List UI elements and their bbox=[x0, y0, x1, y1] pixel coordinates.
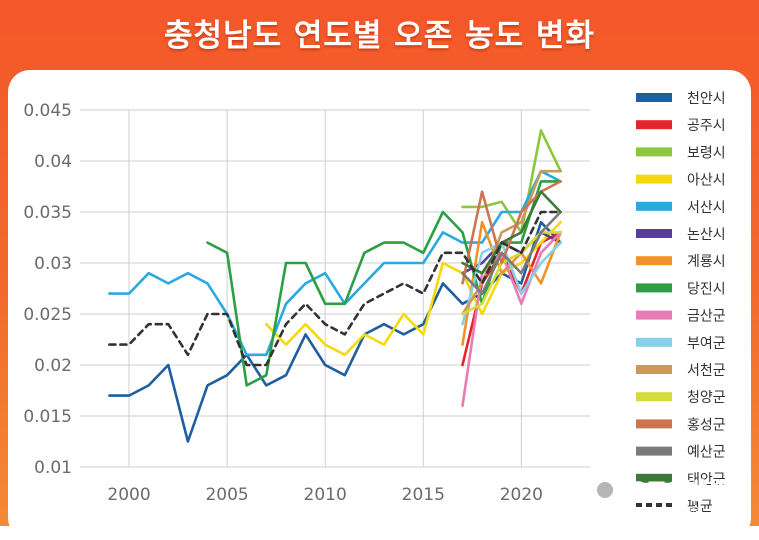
series-line-8 bbox=[461, 231, 562, 408]
legend-label: 논산시 bbox=[687, 227, 726, 243]
legend-swatch bbox=[636, 256, 672, 266]
y-tick-label: 0.04 bbox=[34, 152, 72, 172]
series-line-11 bbox=[461, 231, 562, 316]
legend-swatch bbox=[636, 473, 672, 483]
legend-label: 천안시 bbox=[687, 91, 726, 107]
y-tick-label: 0.035 bbox=[23, 203, 72, 223]
series-line-4 bbox=[108, 169, 562, 357]
x-tick-label: 2015 bbox=[402, 485, 445, 505]
legend-label: 부여군 bbox=[687, 336, 726, 352]
legend: 천안시공주시보령시아산시서산시논산시계룡시당진시금산군부여군서천군청양군홍성군예… bbox=[636, 91, 726, 515]
legend-label: 서천군 bbox=[687, 363, 726, 379]
legend-swatch bbox=[636, 283, 672, 293]
x-axis-ticks: 2000 2005 2010 2015 2020 bbox=[107, 485, 543, 505]
legend-label: 계룡시 bbox=[687, 254, 726, 270]
legend-swatch bbox=[636, 201, 672, 211]
series-lines bbox=[108, 129, 562, 443]
y-tick-label: 0.03 bbox=[34, 254, 72, 274]
series-line-14 bbox=[461, 190, 562, 275]
y-tick-label: 0.025 bbox=[23, 305, 72, 325]
y-tick-label: 0.01 bbox=[34, 458, 72, 478]
legend-swatch bbox=[636, 93, 672, 102]
legend-label: 금산군 bbox=[687, 309, 726, 325]
legend-label: 당진시 bbox=[687, 281, 726, 297]
legend-swatch bbox=[636, 337, 672, 347]
y-tick-label: 0.045 bbox=[23, 101, 72, 121]
series-line-13 bbox=[461, 210, 562, 295]
x-tick-label: 2020 bbox=[500, 485, 543, 505]
grid-lines bbox=[80, 109, 590, 468]
legend-label: 예산군 bbox=[687, 445, 726, 461]
legend-swatch bbox=[636, 174, 672, 184]
legend-swatch bbox=[636, 120, 672, 130]
legend-swatch bbox=[636, 419, 672, 429]
chart-title: 충청남도 연도별 오존 농도 변화 bbox=[164, 18, 595, 54]
legend-label: 청양군 bbox=[687, 390, 726, 406]
series-line-9 bbox=[461, 241, 562, 326]
legend-label: 보령시 bbox=[687, 145, 726, 161]
legend-label: 아산시 bbox=[687, 173, 726, 189]
x-tick-label: 2005 bbox=[205, 485, 248, 505]
ozone-line-chart: 0.01 0.015 0.02 0.025 0.03 0.035 0.04 0.045 200… bbox=[23, 91, 726, 515]
legend-swatch bbox=[636, 446, 672, 456]
legend-label: 태안군 bbox=[687, 472, 726, 488]
legend-swatch bbox=[636, 310, 672, 320]
legend-label: 홍성군 bbox=[687, 417, 726, 433]
x-tick-label: 2000 bbox=[107, 485, 150, 505]
legend-swatch bbox=[636, 392, 672, 402]
legend-label: 서산시 bbox=[687, 200, 726, 216]
legend-swatch bbox=[636, 365, 672, 374]
legend-swatch bbox=[636, 147, 672, 157]
series-line-15 bbox=[108, 210, 562, 367]
chart-panel bbox=[8, 70, 751, 540]
poster-frame: 충청남도 연도별 오존 농도 변화 0.01 0.015 0.02 0.025 0.03… bbox=[0, 0, 759, 526]
legend-label: 평균 bbox=[687, 499, 713, 515]
y-axis-ticks: 0.01 0.015 0.02 0.025 0.03 0.035 0.04 0.045 bbox=[23, 101, 72, 478]
y-tick-label: 0.015 bbox=[23, 407, 72, 427]
x-tick-label: 2010 bbox=[304, 485, 347, 505]
legend-label: 공주시 bbox=[687, 118, 726, 134]
y-tick-label: 0.02 bbox=[34, 356, 72, 376]
legend-swatch bbox=[636, 229, 672, 238]
